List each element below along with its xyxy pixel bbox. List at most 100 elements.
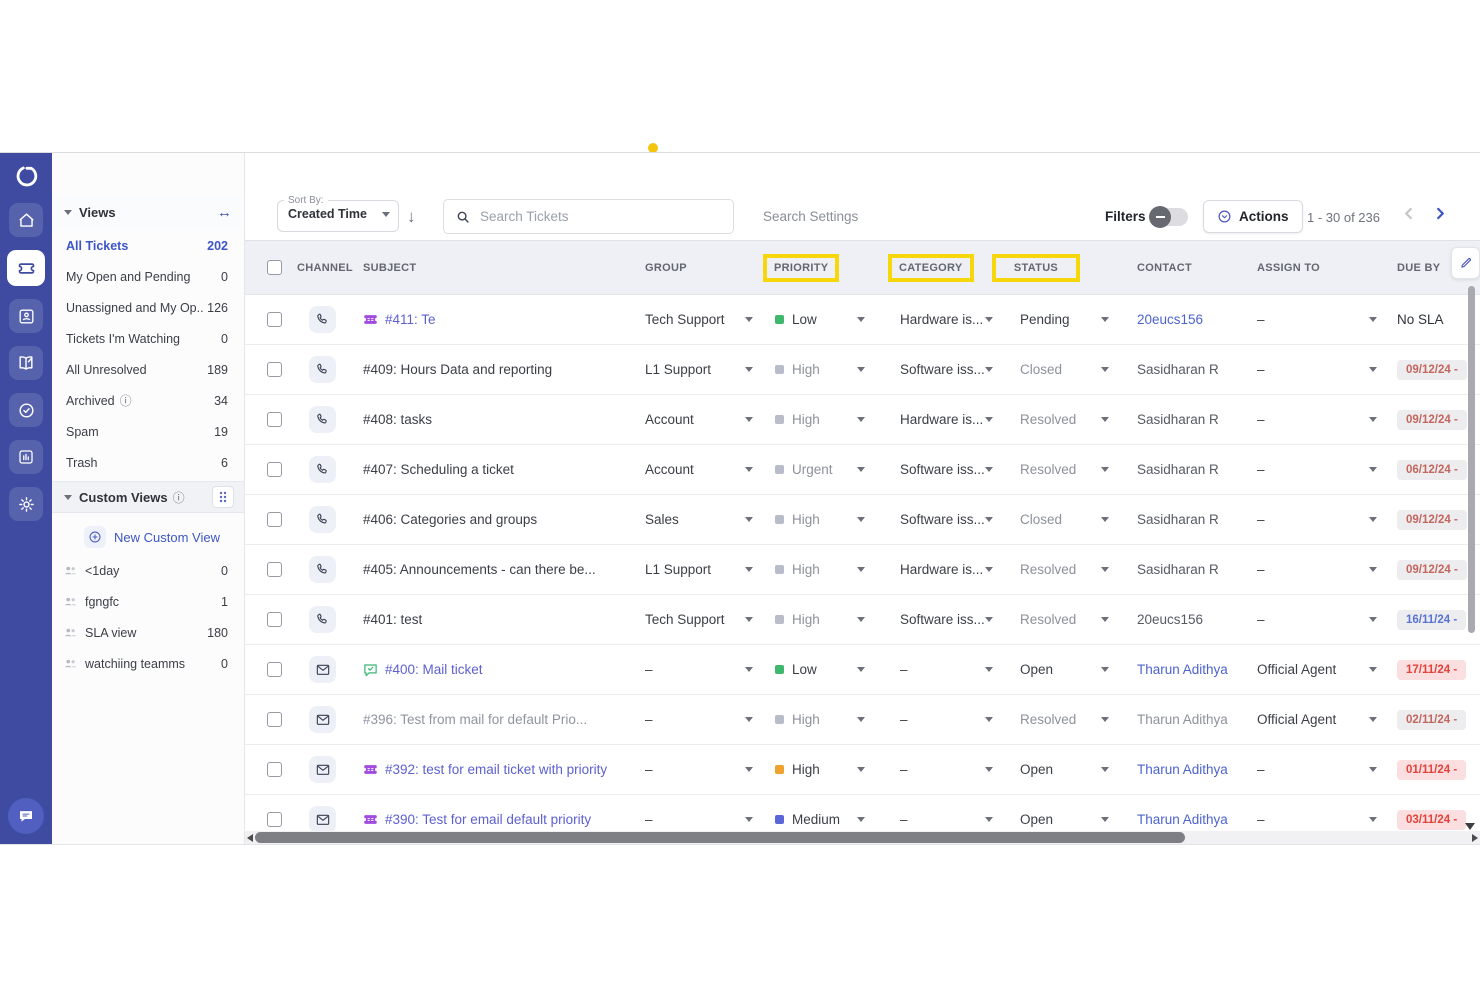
edit-columns-button[interactable]	[1451, 247, 1480, 279]
ticket-row[interactable]: #407: Scheduling a ticket Account Urgent…	[245, 445, 1480, 495]
select-all-checkbox[interactable]	[267, 241, 282, 294]
ticket-row[interactable]: #405: Announcements - can there be... L1…	[245, 545, 1480, 595]
contact-link[interactable]: Sasidharan R	[1137, 462, 1219, 477]
sidebar-custom-view-item[interactable]: watchiing teamms 0	[52, 648, 244, 679]
row-checkbox[interactable]	[267, 595, 282, 644]
assign-dropdown-caret[interactable]	[1369, 295, 1377, 344]
category-dropdown-caret[interactable]	[985, 545, 993, 594]
assign-dropdown-caret[interactable]	[1369, 595, 1377, 644]
contact-link[interactable]: Sasidharan R	[1137, 562, 1219, 577]
priority-dropdown-caret[interactable]	[857, 295, 865, 344]
column-header-channel[interactable]: CHANNEL	[297, 261, 353, 274]
status-dropdown-caret[interactable]	[1101, 745, 1109, 794]
contact-link[interactable]: Sasidharan R	[1137, 412, 1219, 427]
subject-text[interactable]: #401: test	[363, 612, 423, 627]
row-checkbox[interactable]	[267, 545, 282, 594]
sidebar-view-item[interactable]: My Open and Pending 0	[52, 261, 244, 292]
sidebar-custom-view-item[interactable]: SLA view 180	[52, 617, 244, 648]
group-dropdown-caret[interactable]	[745, 295, 753, 344]
column-header-priority-highlight[interactable]: PRIORITY	[763, 254, 840, 282]
group-dropdown-caret[interactable]	[745, 695, 753, 744]
category-dropdown-caret[interactable]	[985, 745, 993, 794]
row-checkbox[interactable]	[267, 645, 282, 694]
collapse-sidebar-icon[interactable]: ↔	[217, 204, 232, 221]
row-checkbox[interactable]	[267, 745, 282, 794]
group-dropdown-caret[interactable]	[745, 495, 753, 544]
subject-text[interactable]: #408: tasks	[363, 412, 433, 427]
scroll-left-arrow-icon[interactable]	[247, 834, 253, 842]
search-input[interactable]	[480, 209, 721, 224]
sidebar-view-item[interactable]: All Tickets 202	[52, 230, 244, 261]
row-checkbox[interactable]	[267, 495, 282, 544]
sidebar-custom-view-item[interactable]: <1day 0	[52, 555, 244, 586]
ticket-row[interactable]: #408: tasks Account High Hardware is... …	[245, 395, 1480, 445]
priority-dropdown-caret[interactable]	[857, 745, 865, 794]
prev-page-icon[interactable]	[1403, 207, 1414, 225]
assign-dropdown-caret[interactable]	[1369, 345, 1377, 394]
column-header-contact[interactable]: CONTACT	[1137, 261, 1193, 274]
contact-link[interactable]: 20eucs156	[1137, 312, 1204, 327]
status-dropdown-caret[interactable]	[1101, 545, 1109, 594]
category-dropdown-caret[interactable]	[985, 395, 993, 444]
reports-icon[interactable]	[9, 440, 43, 474]
settings-gear-icon[interactable]	[9, 487, 43, 521]
contact-link[interactable]: Tharun Adithya	[1137, 662, 1228, 677]
status-dropdown-caret[interactable]	[1101, 445, 1109, 494]
row-checkbox[interactable]	[267, 795, 282, 844]
category-dropdown-caret[interactable]	[985, 595, 993, 644]
row-checkbox[interactable]	[267, 295, 282, 344]
column-header-group[interactable]: GROUP	[645, 261, 687, 274]
next-page-icon[interactable]	[1435, 207, 1446, 225]
sort-by-dropdown[interactable]: Sort By: Created Time	[277, 195, 399, 232]
sidebar-view-item[interactable]: All Unresolved 189	[52, 354, 244, 385]
contact-link[interactable]: Tharun Adithya	[1137, 712, 1228, 727]
category-dropdown-caret[interactable]	[985, 695, 993, 744]
group-dropdown-caret[interactable]	[745, 745, 753, 794]
priority-dropdown-caret[interactable]	[857, 595, 865, 644]
assign-dropdown-caret[interactable]	[1369, 495, 1377, 544]
subject-text[interactable]: #409: Hours Data and reporting	[363, 362, 553, 377]
subject-text[interactable]: #411: Te	[385, 312, 436, 327]
desk-logo-icon[interactable]	[11, 161, 41, 191]
contact-link[interactable]: Sasidharan R	[1137, 512, 1219, 527]
priority-dropdown-caret[interactable]	[857, 445, 865, 494]
group-dropdown-caret[interactable]	[745, 595, 753, 644]
chat-bubble-icon[interactable]	[8, 798, 44, 834]
category-dropdown-caret[interactable]	[985, 795, 993, 844]
column-header-assign-to[interactable]: ASSIGN TO	[1257, 261, 1321, 274]
subject-text[interactable]: #390: Test for email default priority	[385, 812, 592, 827]
status-dropdown-caret[interactable]	[1101, 595, 1109, 644]
status-dropdown-caret[interactable]	[1101, 795, 1109, 844]
new-custom-view-button[interactable]: New Custom View	[52, 522, 244, 552]
priority-dropdown-caret[interactable]	[857, 695, 865, 744]
priority-dropdown-caret[interactable]	[857, 495, 865, 544]
ticket-row[interactable]: #411: Te Tech Support Low Hardware is...…	[245, 295, 1480, 345]
status-dropdown-caret[interactable]	[1101, 695, 1109, 744]
scroll-right-arrow-icon[interactable]	[1472, 834, 1478, 842]
contact-link[interactable]: Tharun Adithya	[1137, 812, 1228, 827]
horizontal-scrollbar-thumb[interactable]	[255, 832, 1185, 843]
group-dropdown-caret[interactable]	[745, 645, 753, 694]
vertical-scrollbar[interactable]	[1468, 286, 1475, 633]
knowledge-base-icon[interactable]	[9, 346, 43, 380]
status-dropdown-caret[interactable]	[1101, 495, 1109, 544]
subject-text[interactable]: #406: Categories and groups	[363, 512, 538, 527]
group-dropdown-caret[interactable]	[745, 545, 753, 594]
group-dropdown-caret[interactable]	[745, 395, 753, 444]
category-dropdown-caret[interactable]	[985, 295, 993, 344]
sidebar-view-item[interactable]: Trash 6	[52, 447, 244, 478]
priority-dropdown-caret[interactable]	[857, 395, 865, 444]
assign-dropdown-caret[interactable]	[1369, 395, 1377, 444]
category-dropdown-caret[interactable]	[985, 495, 993, 544]
filters-toggle[interactable]	[1149, 206, 1188, 228]
status-dropdown-caret[interactable]	[1101, 395, 1109, 444]
reorder-grid-icon[interactable]	[212, 486, 234, 508]
assign-dropdown-caret[interactable]	[1369, 695, 1377, 744]
contact-link[interactable]: 20eucs156	[1137, 612, 1204, 627]
subject-text[interactable]: #400: Mail ticket	[385, 662, 483, 677]
home-icon[interactable]	[9, 203, 43, 237]
row-checkbox[interactable]	[267, 345, 282, 394]
sort-direction-icon[interactable]: ↓	[407, 207, 416, 226]
custom-views-header[interactable]: Custom Views ⓘ	[52, 481, 244, 513]
row-checkbox[interactable]	[267, 445, 282, 494]
